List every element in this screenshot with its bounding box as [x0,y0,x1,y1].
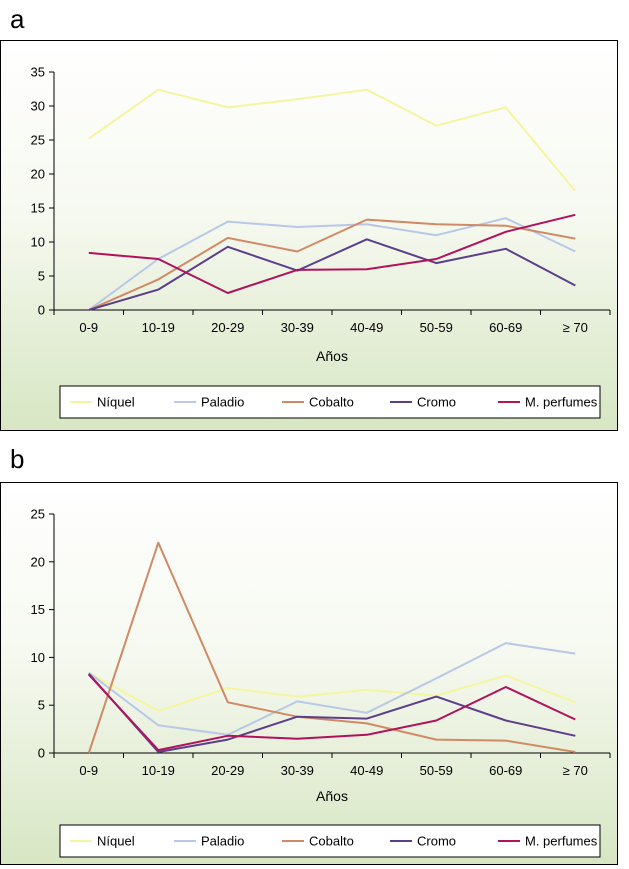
legend-label-cromo: Cromo [417,834,456,849]
y-tick-label: 0 [38,746,45,761]
y-tick-label: 15 [31,602,45,617]
legend-label-m-perfumes: M. perfumes [525,834,598,849]
series-line-n-quel [88,88,577,192]
legend-label-cobalto: Cobalto [309,834,354,849]
x-tick-label: 20-29 [211,763,244,778]
y-tick-label: 5 [38,698,45,713]
series-line-m-perfumes [88,213,576,294]
y-tick-label: 5 [38,269,45,284]
y-tick-label: 25 [31,507,45,522]
x-tick-label: 40-49 [350,320,383,335]
x-tick-label: 60-69 [489,320,522,335]
y-tick-label: 10 [31,650,45,665]
x-axis-label: Años [316,788,348,804]
y-tick-label: 20 [31,554,45,569]
legend-label-n-quel: Níquel [97,834,135,849]
y-tick-label: 0 [38,303,45,318]
legend-label-cobalto: Cobalto [309,395,354,410]
x-tick-label: 30-39 [281,320,314,335]
y-tick-label: 15 [31,201,45,216]
x-tick-label: 20-29 [211,320,244,335]
chart-area [0,482,618,865]
x-tick-label: ≥ 70 [563,320,588,335]
x-tick-label: 0-9 [79,763,98,778]
x-tick-label: 40-49 [350,763,383,778]
series-line-cobalto [87,541,576,754]
chart-a: 0 5 10 15 20 25 30 35 0-9 10-19 20-29 30-39 40-49 50-… [0,40,618,431]
legend-label-m-perfumes: M. perfumes [525,395,598,410]
chart-b: 0 5 10 15 20 25 0-9 10-19 20-29 30-39 40-49 50-59 60… [0,482,618,865]
x-tick-label: 60-69 [489,763,522,778]
y-tick-label: 10 [31,235,45,250]
series-line-m-perfumes [88,673,576,752]
series-line-cromo [88,238,576,311]
x-tick-label: 30-39 [281,763,314,778]
series-line-paladio [88,642,576,736]
y-tick-label: 35 [31,65,45,80]
x-tick-label: ≥ 70 [563,763,588,778]
panel-a-letter: a [10,4,25,34]
legend-label-paladio: Paladio [201,395,244,410]
legend-label-n-quel: Níquel [97,395,135,410]
legend-label-cromo: Cromo [417,395,456,410]
x-axis-label: Años [316,348,348,364]
x-tick-label: 0-9 [79,320,98,335]
series-line-cromo [88,673,576,753]
x-tick-label: 50-59 [420,320,453,335]
y-tick-label: 25 [31,133,45,148]
x-tick-label: 10-19 [142,763,175,778]
series-line-cobalto [88,218,576,311]
legend-label-paladio: Paladio [201,834,244,849]
panel-b-letter: b [10,444,25,474]
series-line-paladio [88,217,576,311]
y-tick-label: 20 [31,167,45,182]
series-line-n-quel [88,671,576,712]
x-tick-label: 10-19 [142,320,175,335]
chart-area [0,40,618,431]
x-tick-label: 50-59 [420,763,453,778]
y-tick-label: 30 [31,99,45,114]
